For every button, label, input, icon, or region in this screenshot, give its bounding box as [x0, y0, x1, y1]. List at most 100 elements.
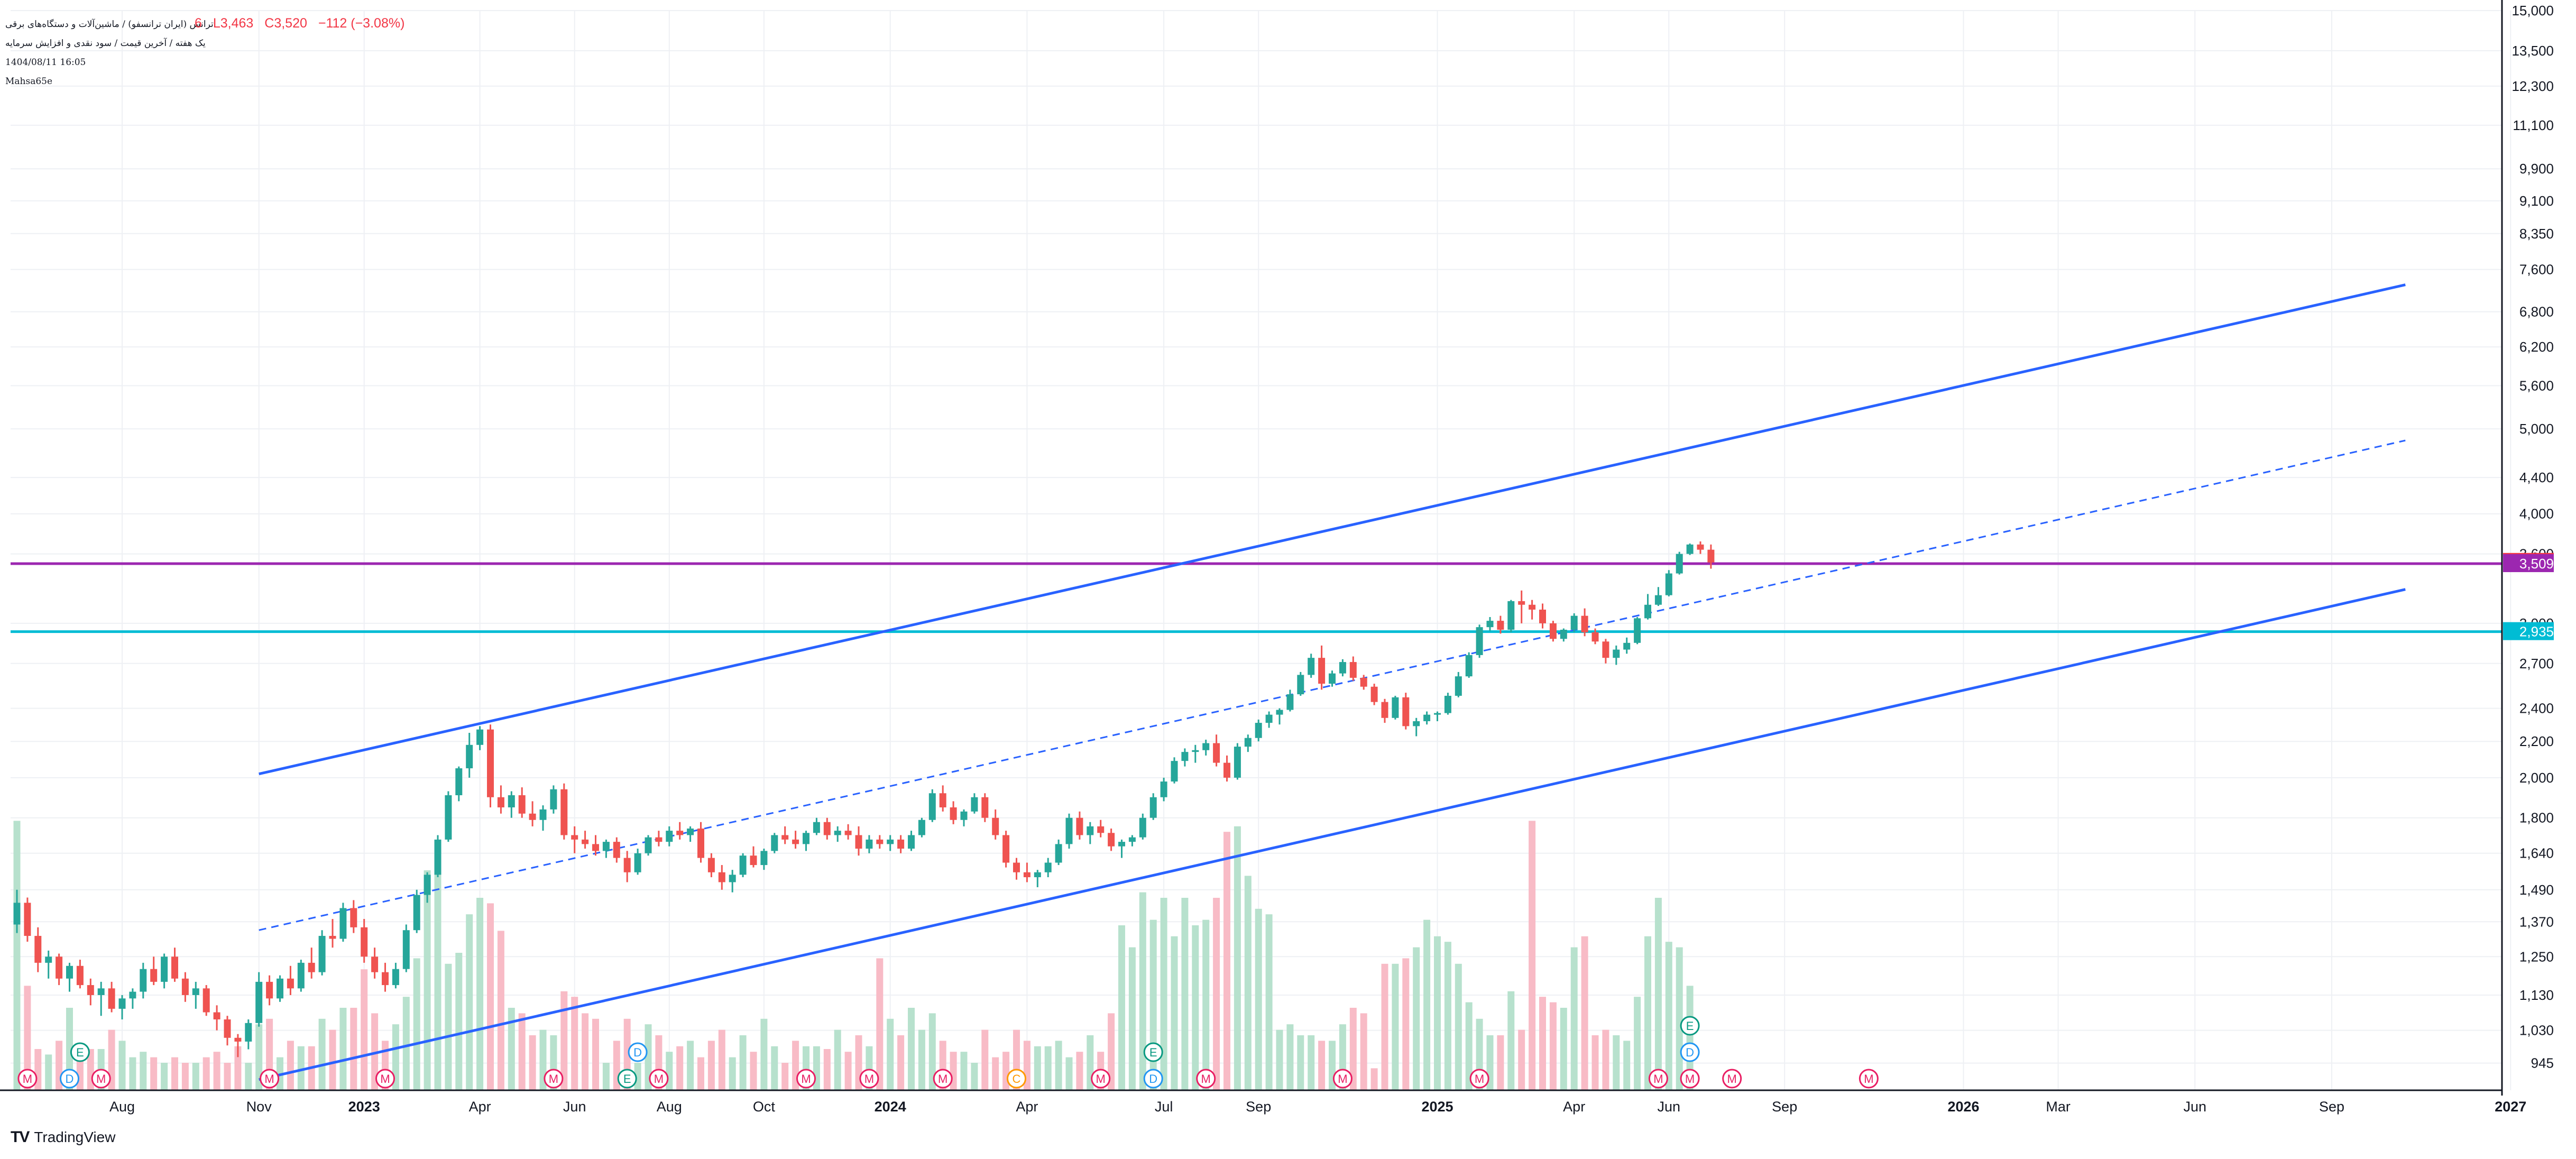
- volume-bar: [1602, 1029, 1609, 1090]
- legend-author: Mahsa65e: [5, 76, 53, 87]
- candle: [1697, 541, 1704, 554]
- event-marker-icon: [60, 1069, 79, 1089]
- candle-body: [1244, 738, 1252, 747]
- candle-body: [1034, 872, 1041, 878]
- candle: [1276, 708, 1283, 725]
- candle-body: [245, 1023, 252, 1042]
- time-tick-label: 2024: [875, 1099, 906, 1115]
- volume-bar: [245, 1063, 252, 1090]
- volume-bar: [424, 870, 431, 1090]
- candle-body: [1128, 837, 1136, 842]
- candle-body: [1654, 595, 1662, 605]
- candle-body: [1623, 642, 1631, 650]
- event-marker: M: [1859, 1069, 1879, 1089]
- volume-bar: [1370, 1068, 1378, 1090]
- candle-body: [992, 817, 999, 835]
- volume-bar: [1507, 991, 1515, 1090]
- candle-body: [129, 991, 136, 999]
- volume-bar: [497, 931, 504, 1090]
- candle-body: [834, 831, 841, 835]
- candle: [928, 789, 936, 822]
- candle: [876, 835, 884, 849]
- candle: [1097, 820, 1105, 838]
- volume-bar: [1297, 1035, 1304, 1090]
- volume-bar: [455, 953, 463, 1090]
- candle: [707, 853, 715, 878]
- candle-body: [1181, 752, 1189, 761]
- volume-bars: [13, 821, 1694, 1090]
- event-marker-letter: E: [623, 1072, 631, 1086]
- ohlc-low: L3,463: [213, 16, 254, 31]
- time-tick-label: Sep: [2319, 1099, 2344, 1115]
- time-tick-label: Nov: [246, 1099, 272, 1115]
- volume-bar: [413, 958, 420, 1090]
- event-marker: C: [1007, 1069, 1026, 1089]
- volume-bar: [518, 1013, 526, 1090]
- candle-body: [592, 844, 599, 851]
- price-tick-label: 4,000: [2519, 506, 2554, 522]
- candle-body: [192, 988, 199, 995]
- volume-bar: [1139, 892, 1146, 1090]
- event-marker-icon: [1680, 1016, 1700, 1036]
- candle: [950, 801, 957, 824]
- price-tick-label: 15,000: [2511, 3, 2554, 19]
- volume-bar: [171, 1057, 178, 1090]
- ohlc-change: −112 (−3.08%): [318, 16, 405, 31]
- event-marker-letter: M: [380, 1072, 390, 1086]
- candle-body: [1276, 710, 1283, 715]
- candle: [382, 962, 389, 992]
- time-tick-label: Sep: [1246, 1099, 1271, 1115]
- candle: [87, 978, 94, 1006]
- event-marker: M: [544, 1069, 564, 1089]
- candle-body: [866, 839, 873, 849]
- candle: [844, 824, 852, 840]
- candle: [203, 985, 210, 1016]
- candle: [1171, 757, 1178, 784]
- candle: [339, 903, 347, 942]
- volume-bar: [529, 1035, 536, 1090]
- event-marker-letter: M: [96, 1072, 106, 1086]
- candle: [1023, 862, 1031, 882]
- volume-bar: [1202, 919, 1210, 1090]
- candles: [13, 541, 1715, 1057]
- volume-bar: [1034, 1046, 1041, 1090]
- candle: [1676, 551, 1683, 575]
- volume-bar: [1444, 942, 1451, 1090]
- candle-body: [1549, 623, 1557, 639]
- volume-bar: [1654, 898, 1662, 1090]
- candle-body: [45, 956, 52, 963]
- candle-body: [1697, 544, 1704, 550]
- volume-bar: [129, 1057, 136, 1090]
- volume-bar: [666, 1052, 673, 1090]
- candle: [192, 981, 199, 1009]
- candle: [434, 835, 441, 878]
- ohlc-open: 6: [195, 16, 202, 31]
- volume-bar: [1434, 936, 1441, 1090]
- event-marker: M: [796, 1069, 816, 1089]
- candle: [645, 835, 652, 856]
- candle-body: [539, 809, 547, 820]
- volume-bar: [834, 1029, 841, 1090]
- candle-body: [529, 813, 536, 820]
- legend-symbol[interactable]: ترانس (ایران ترانسفو) / ماشین‌آلات و دست…: [5, 19, 214, 30]
- volume-bar: [1160, 898, 1167, 1090]
- candle: [1087, 822, 1094, 844]
- candle: [1686, 543, 1694, 555]
- tradingview-brand[interactable]: TV TradingView: [11, 1128, 115, 1146]
- candle: [297, 960, 305, 992]
- candle: [1202, 739, 1210, 756]
- candle: [1591, 628, 1599, 645]
- candle-body: [1707, 549, 1715, 563]
- candle-body: [308, 962, 315, 972]
- candle-body: [1065, 817, 1073, 844]
- candle: [613, 837, 620, 863]
- candle: [108, 981, 115, 1013]
- candle: [1654, 587, 1662, 606]
- candle-body: [1476, 627, 1483, 655]
- candle: [497, 785, 504, 814]
- volume-bar: [1044, 1046, 1052, 1090]
- volume-bar: [224, 1063, 231, 1090]
- volume-bar: [950, 1052, 957, 1090]
- volume-bar: [392, 1024, 399, 1090]
